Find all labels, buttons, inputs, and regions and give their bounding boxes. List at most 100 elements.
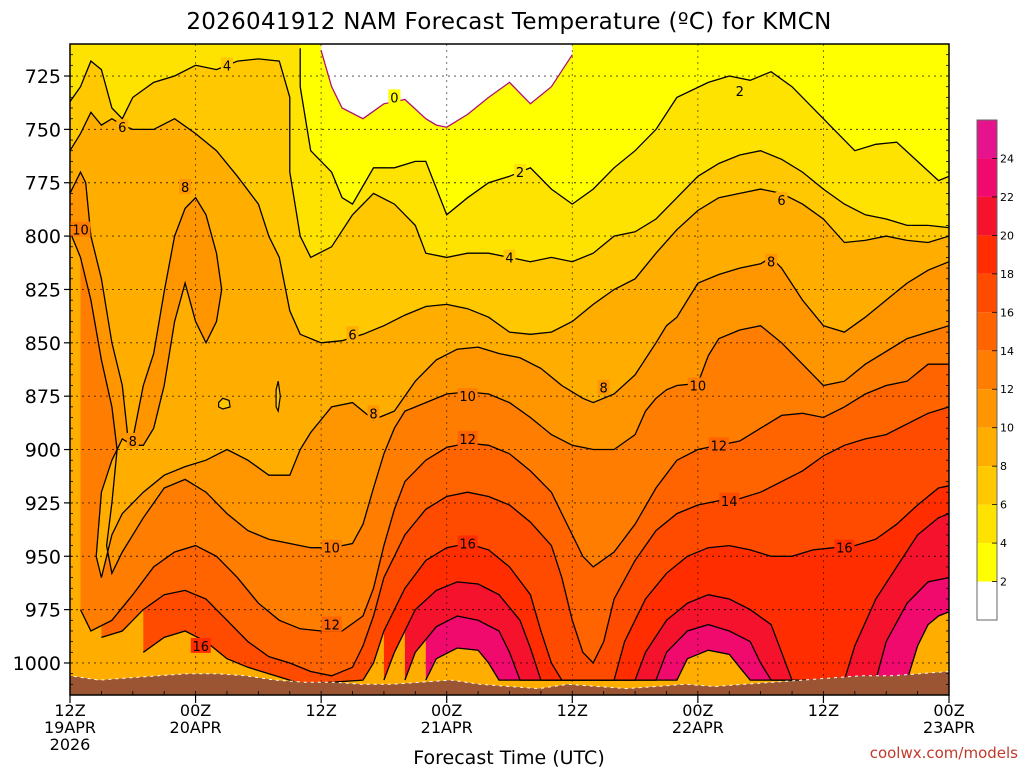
- y-tick-label-725: 725: [25, 66, 61, 88]
- colorbar-label-12: 12: [1000, 383, 1014, 396]
- colorbar-label-14: 14: [1000, 345, 1014, 358]
- isotherm-22-c-isotherm: [425, 611, 949, 681]
- contour-label-16: 16: [836, 542, 853, 557]
- contour-label-bg: [70, 221, 91, 237]
- contour-label-bg: [190, 637, 211, 653]
- contour-label-bg: [503, 249, 516, 265]
- colorbar-label-16: 16: [1000, 306, 1014, 319]
- x-tick-label: 12Z: [808, 701, 839, 720]
- contour-label-6: 6: [348, 328, 356, 343]
- contour-label-2: 2: [516, 166, 524, 181]
- y-tick-label-900: 900: [25, 440, 61, 462]
- contour-label-14: 14: [721, 495, 738, 510]
- x-tick-label: 2026: [50, 735, 91, 754]
- y-tick-label-1000: 1000: [13, 653, 61, 675]
- colorbar-swatch-12: [977, 120, 997, 159]
- y-tick-label-950: 950: [25, 546, 61, 568]
- colorbar-swatch-2: [977, 504, 997, 544]
- y-tick-label-850: 850: [25, 333, 61, 355]
- isotherm-20-c-isotherm: [404, 576, 949, 681]
- contour-label-bg: [719, 492, 740, 508]
- x-tick-label: 20APR: [170, 718, 222, 737]
- x-tick-label: 00Z: [180, 701, 211, 720]
- isotherm-12-c-isotherm: [79, 363, 949, 632]
- x-tick-label: 12Z: [305, 701, 336, 720]
- colorbar-swatch-9: [977, 235, 997, 274]
- contour-label-0: 0: [390, 91, 398, 106]
- contour-label-bg: [597, 379, 610, 395]
- colorbar-swatch-4: [977, 427, 997, 467]
- x-tick-label: 12Z: [557, 701, 588, 720]
- colorbar-label-4: 4: [1000, 537, 1007, 550]
- colorbar-label-24: 24: [1000, 152, 1014, 165]
- y-tick-label-925: 925: [25, 493, 61, 515]
- colorbar-swatch-3: [977, 466, 997, 505]
- contour-label-bg: [457, 430, 478, 446]
- contour-label-6: 6: [777, 194, 785, 209]
- contour-label-bg: [116, 119, 129, 135]
- contour-label-6: 6: [118, 121, 126, 136]
- x-axis-title: Forecast Time (UTC): [413, 747, 604, 768]
- contour-label-4: 4: [505, 251, 513, 266]
- contour-label-bg: [367, 405, 380, 421]
- contour-label-12: 12: [711, 439, 728, 454]
- x-tick-label: 23APR: [923, 718, 975, 737]
- colorbar-swatch-11: [977, 158, 997, 197]
- isotherm-0-c-isotherm: [320, 50, 573, 128]
- colorbar-label-6: 6: [1000, 499, 1007, 512]
- contour-label-12: 12: [323, 619, 340, 634]
- temperature-fills: [70, 44, 949, 685]
- colorbar-label-22: 22: [1000, 191, 1014, 204]
- 8-c-pocket: [218, 397, 231, 410]
- contour-label-bg: [346, 326, 359, 342]
- isotherm-14-c-isotherm: [101, 406, 949, 677]
- colorbar-swatch-10: [977, 196, 997, 236]
- y-tick-label-750: 750: [25, 119, 61, 141]
- contour-label-8: 8: [767, 256, 775, 271]
- source-credit: coolwx.com/models: [870, 744, 1018, 762]
- ground-surface: [70, 670, 949, 695]
- contour-label-8: 8: [129, 435, 137, 450]
- colorbar-label-8: 8: [1000, 460, 1007, 473]
- contour-label-bg: [457, 535, 478, 551]
- fill-above-0-c-isotherm: [321, 44, 573, 128]
- colorbar-swatch-6: [977, 350, 997, 390]
- colorbar-swatch-8: [977, 273, 997, 313]
- contour-label-bg: [687, 377, 708, 393]
- contour-label-16: 16: [193, 640, 210, 655]
- contour-label-bg: [179, 179, 192, 195]
- colorbar-label-2: 2: [1000, 576, 1007, 589]
- x-tick-label: 12Z: [54, 701, 85, 720]
- contour-label-bg: [457, 388, 478, 404]
- contour-label-4: 4: [223, 59, 231, 74]
- contour-label-bg: [708, 437, 729, 453]
- contour-label-bg: [834, 539, 855, 555]
- contour-label-bg: [126, 433, 139, 449]
- contour-label-10: 10: [459, 390, 476, 405]
- x-tick-label: 22APR: [672, 718, 724, 737]
- surface-terrain: [70, 670, 949, 695]
- x-tick-label: 00Z: [431, 701, 462, 720]
- contour-label-bg: [321, 616, 342, 632]
- x-tick-label: 00Z: [682, 701, 713, 720]
- colorbar-swatch-0: [977, 581, 997, 620]
- contour-label-8: 8: [600, 382, 608, 397]
- contour-label-bg: [321, 539, 342, 555]
- y-tick-label-975: 975: [25, 600, 61, 622]
- colorbar-swatch-5: [977, 389, 997, 428]
- colorbar-label-10: 10: [1000, 422, 1014, 435]
- colorbar-swatch-1: [977, 543, 997, 582]
- contour-label-10: 10: [72, 224, 89, 239]
- 8-c-pocket-2: [275, 381, 281, 414]
- plot-area: [70, 44, 949, 695]
- colorbar-label-20: 20: [1000, 229, 1014, 242]
- contour-label-bg: [775, 191, 788, 207]
- contour-label-2: 2: [736, 85, 744, 100]
- contour-label-8: 8: [181, 181, 189, 196]
- colorbar-swatch-7: [977, 312, 997, 351]
- x-tick-label: 00Z: [933, 701, 964, 720]
- isotherm-18-c-isotherm: [383, 512, 949, 681]
- y-axis: 725 750 775 800 825 850 875 900 925 950 975 1000: [13, 54, 949, 685]
